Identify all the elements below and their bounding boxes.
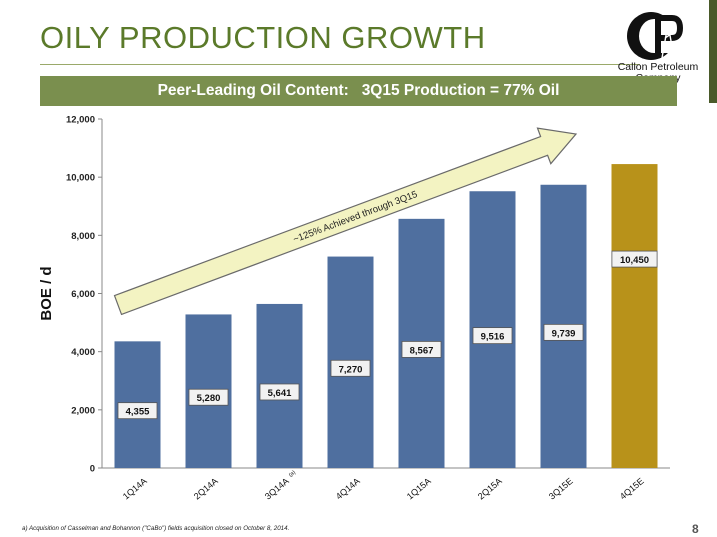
data-label: 5,641	[268, 388, 292, 399]
data-label: 5,280	[197, 393, 221, 404]
x-tick-label: 1Q14A	[121, 476, 149, 502]
y-tick-label: 8,000	[71, 231, 95, 242]
y-tick-label: 2,000	[71, 405, 95, 416]
data-label-box	[472, 327, 513, 345]
y-tick-label: 12,000	[66, 115, 95, 126]
page-number: 8	[692, 522, 699, 536]
banner-text: Peer-Leading Oil Content: 3Q15 Productio…	[157, 82, 560, 99]
data-label: 10,450	[620, 255, 649, 266]
y-axis-title: BOE / d	[38, 266, 55, 320]
data-label-box	[117, 402, 158, 420]
callon-logo-icon	[627, 12, 684, 60]
data-label: 9,739	[552, 328, 576, 339]
data-label: 9,516	[481, 332, 505, 343]
data-label-box	[611, 250, 658, 268]
x-tick-label: 4Q14A	[334, 476, 362, 502]
x-tick-label: 3Q14A	[263, 476, 291, 502]
x-tick-label: 4Q15E	[618, 476, 646, 502]
x-tick-label: 1Q15A	[405, 476, 433, 502]
y-tick-label: 10,000	[66, 173, 95, 184]
y-tick-label: 4,000	[71, 347, 95, 358]
slide-title: OILY PRODUCTION GROWTH	[40, 20, 486, 55]
oil-content-banner: Peer-Leading Oil Content: 3Q15 Productio…	[40, 76, 677, 106]
y-tick-label: 6,000	[71, 289, 95, 300]
data-label: 4,355	[126, 407, 150, 418]
x-tick-label: 2Q14A	[192, 476, 220, 502]
logo-text-line1: Callon Petroleum	[617, 61, 699, 73]
data-label: 7,270	[339, 364, 363, 375]
data-label-box	[401, 341, 442, 358]
y-tick-label: 0	[90, 464, 95, 475]
x-tick-label: 2Q15A	[476, 476, 504, 502]
footnote: a) Acquisition of Casselman and Bohannon…	[22, 525, 290, 532]
data-label: 8,567	[410, 345, 434, 356]
data-label-box	[543, 323, 584, 341]
data-label-box	[259, 383, 300, 401]
bar-4Q15E	[611, 164, 658, 468]
title-underline	[40, 64, 640, 65]
company-logo: Callon Petroleum Company	[604, 10, 712, 84]
x-tick-superscript: (a)	[288, 470, 297, 479]
data-label-box	[330, 359, 371, 377]
x-tick-label: 3Q15E	[547, 476, 575, 502]
growth-arrow	[113, 127, 578, 316]
data-label-box	[188, 388, 229, 406]
right-accent-bar	[709, 0, 717, 103]
